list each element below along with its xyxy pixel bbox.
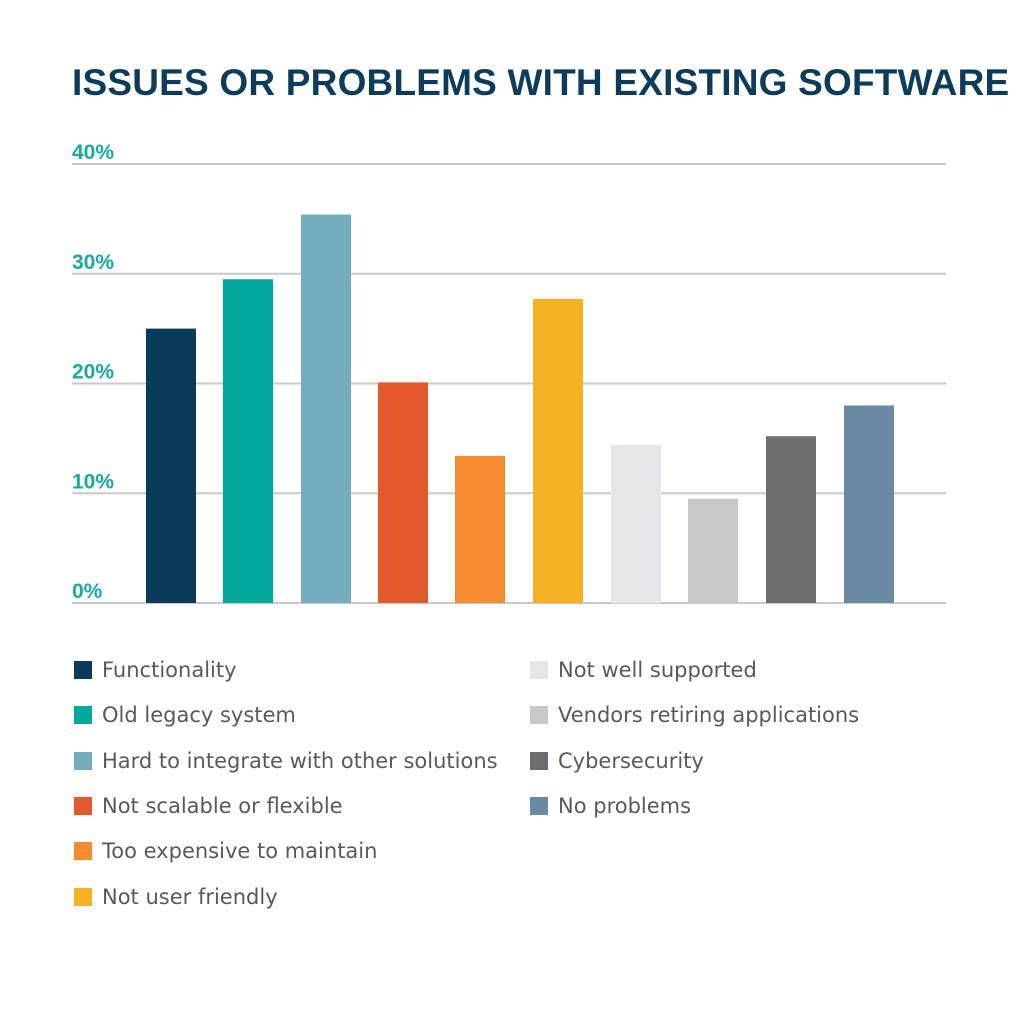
- bar-chart: 0% 10% 20% 30% 40%: [72, 141, 946, 604]
- legend-swatch: [74, 887, 92, 906]
- bar-9: [766, 436, 816, 603]
- legend-swatch: [530, 796, 548, 815]
- chart-title: ISSUES OR PROBLEMS WITH EXISTING SOFTWAR…: [72, 62, 1010, 103]
- y-tick-label: 20%: [72, 361, 114, 384]
- bar-2: [223, 279, 273, 603]
- legend-item: Functionality: [74, 658, 237, 682]
- legend-item: Not scalable or flexible: [74, 794, 343, 818]
- legend-item: No problems: [530, 794, 691, 818]
- legend-swatch: [74, 751, 92, 770]
- legend-label: Not scalable or flexible: [102, 793, 343, 818]
- bar-5: [455, 455, 505, 603]
- legend-item: Too expensive to maintain: [74, 839, 377, 863]
- y-tick-label: 40%: [72, 141, 114, 164]
- legend-label: No problems: [558, 793, 692, 818]
- y-tick-label: 30%: [72, 251, 114, 274]
- bar-7: [611, 444, 661, 603]
- bar-3: [301, 214, 351, 604]
- bar-4: [378, 382, 428, 603]
- legend-label: Functionality: [102, 658, 237, 682]
- bar-6: [533, 298, 583, 603]
- legend-swatch: [530, 706, 548, 725]
- legend-label: Hard to integrate with other solutions: [102, 748, 498, 773]
- legend-label: Not user friendly: [102, 884, 278, 909]
- legend-label: Cybersecurity: [558, 748, 704, 773]
- legend-swatch: [530, 751, 548, 770]
- legend-item: Hard to integrate with other solutions: [74, 749, 498, 773]
- legend-swatch: [530, 661, 548, 679]
- bar-8: [688, 498, 738, 603]
- legend-swatch: [74, 796, 92, 815]
- legend-swatch: [74, 661, 92, 679]
- legend-label: Not well supported: [558, 658, 757, 682]
- bar-1: [146, 328, 196, 603]
- legend-label: Too expensive to maintain: [102, 839, 378, 864]
- legend-label: Old legacy system: [102, 703, 296, 728]
- legend-swatch: [74, 842, 92, 861]
- legend-item: Not well supported: [530, 658, 757, 682]
- legend-label: Vendors retiring applications: [558, 703, 860, 728]
- y-tick-label: 10%: [72, 470, 114, 493]
- y-tick-label: 0%: [72, 580, 103, 603]
- legend-item: Not user friendly: [74, 885, 278, 909]
- legend-swatch: [74, 706, 92, 725]
- bar-10: [844, 405, 894, 603]
- legend-item: Vendors retiring applications: [530, 703, 859, 727]
- legend-item: Old legacy system: [74, 703, 296, 727]
- legend-item: Cybersecurity: [530, 749, 704, 773]
